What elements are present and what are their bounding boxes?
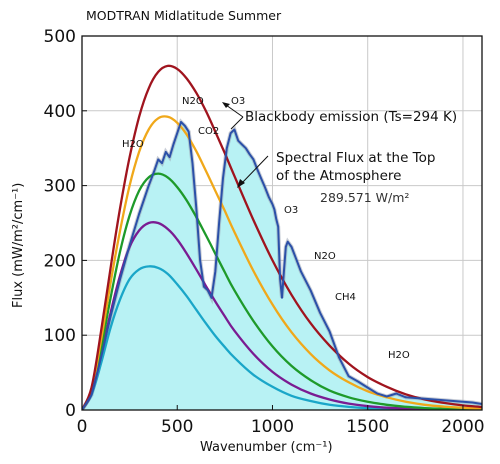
x-tick-label: 2000 xyxy=(441,417,484,437)
x-axis-label: Wavenumber (cm⁻¹) xyxy=(200,440,333,455)
blackbody-pointer-head xyxy=(222,102,230,108)
x-tick-label: 500 xyxy=(161,417,193,437)
gas-label-h2o-left: H2O xyxy=(122,139,144,150)
x-tick-label: 1500 xyxy=(346,417,389,437)
series-layer xyxy=(82,64,482,410)
y-tick-label: 0 xyxy=(65,401,76,421)
gas-label-o3-top: O3 xyxy=(231,96,245,107)
gas-label-n2o-top: N2O xyxy=(182,96,204,107)
spectral-pointer-head xyxy=(237,179,245,188)
blackbody-label: Blackbody emission (Ts=294 K) xyxy=(245,109,457,125)
chart-title: MODTRAN Midlatitude Summer xyxy=(86,8,282,23)
y-tick-label: 400 xyxy=(44,102,76,122)
gas-label-n2o-right: N2O xyxy=(314,251,336,262)
blackbody-pointer-2 xyxy=(230,116,244,130)
plot-frame xyxy=(81,35,483,411)
gas-label-co2: CO2 xyxy=(198,126,219,137)
axis-ticks: 0 500 1000 1500 2000 0 100 200 300 400 500 xyxy=(44,27,485,437)
blackbody-curve-bb250 xyxy=(82,172,482,410)
gas-label-ch4: CH4 xyxy=(335,292,356,303)
gas-label-o3-mid: O3 xyxy=(284,205,298,216)
spectral-flux-line xyxy=(82,121,482,410)
blackbody-pointer xyxy=(225,104,244,118)
blackbody-curve-bb294 xyxy=(82,64,482,410)
y-tick-label: 200 xyxy=(44,251,76,271)
gas-label-h2o-right: H2O xyxy=(388,350,410,361)
y-tick-label: 100 xyxy=(44,326,76,346)
x-tick-label: 0 xyxy=(77,417,88,437)
spectral-label-line1: Spectral Flux at the Top xyxy=(276,150,435,166)
y-tick-label: 500 xyxy=(44,27,76,47)
spectral-label-line2: of the Atmosphere xyxy=(276,168,401,184)
spectral-pointer xyxy=(240,155,269,185)
blackbody-curve-bb210 xyxy=(82,265,482,410)
y-tick-label: 300 xyxy=(44,177,76,197)
y-axis-label: Flux (mW/m²/cm⁻¹) xyxy=(11,183,26,308)
total-flux-value: 289.571 W/m² xyxy=(320,190,409,205)
x-tick-label: 1000 xyxy=(251,417,294,437)
